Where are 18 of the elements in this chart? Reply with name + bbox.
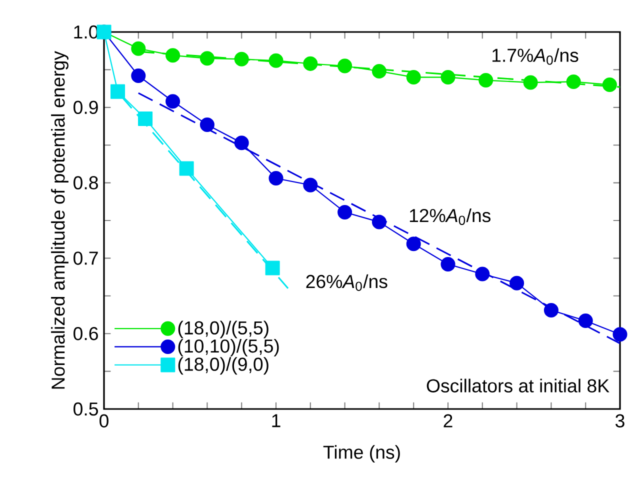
y-axis-title: Normalized amplitude of potential energy	[51, 50, 68, 389]
x-tick-label: 0	[100, 414, 108, 428]
annotation: 12%A$_{0}$/ns	[410, 208, 490, 225]
x-tick-label: 3	[616, 414, 624, 428]
legend-label: (18,0)/(5,5)	[178, 320, 268, 338]
legend-label: (18,0)/(9,0)	[178, 357, 268, 375]
legend-label: (10,10)/(5,5)	[178, 338, 279, 356]
annotation: 1.7%A$_{0}$/ns	[492, 48, 578, 65]
x-axis-title: Time (ns)	[323, 445, 400, 463]
y-tick-label: 0.5	[74, 402, 98, 416]
x-tick-label: 1	[272, 414, 280, 428]
y-tick-label: 0.7	[74, 252, 98, 265]
x-tick-label: 2	[444, 414, 452, 428]
y-tick-label: 0.6	[74, 326, 98, 340]
y-tick-label: 0.9	[74, 100, 98, 114]
annotation: 26%A$_{0}$/ns	[306, 274, 388, 291]
y-tick-label: 0.8	[74, 176, 98, 190]
annotation: Oscillators at initial 8K	[426, 378, 610, 392]
